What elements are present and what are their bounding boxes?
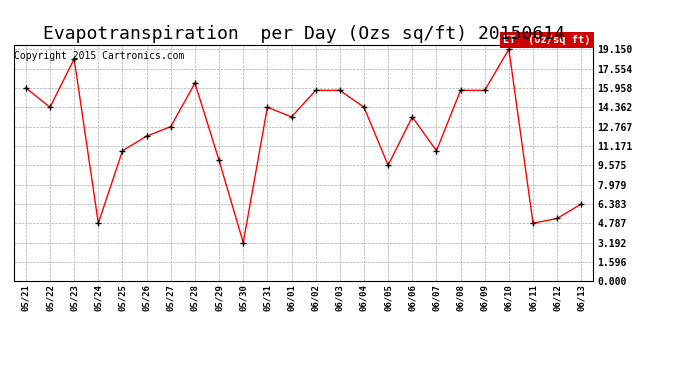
- Title: Evapotranspiration  per Day (Ozs sq/ft) 20150614: Evapotranspiration per Day (Ozs sq/ft) 2…: [43, 26, 564, 44]
- Text: Copyright 2015 Cartronics.com: Copyright 2015 Cartronics.com: [14, 51, 184, 61]
- Text: ET  (0z/sq ft): ET (0z/sq ft): [503, 35, 591, 45]
